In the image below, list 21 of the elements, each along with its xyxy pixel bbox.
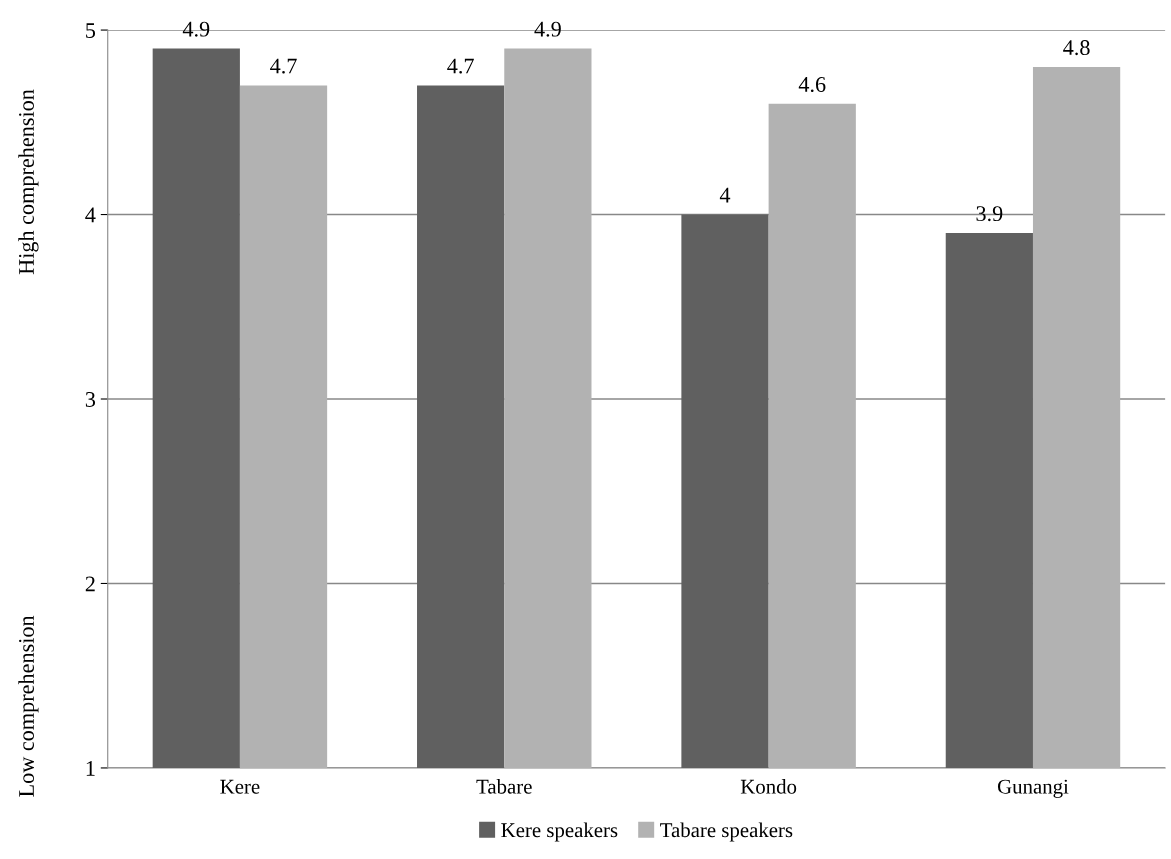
y-tick-label: 5 — [86, 23, 96, 38]
x-tick-label: Kere — [220, 779, 260, 794]
text: High comprehension — [18, 89, 39, 275]
x-tick-label: Gunangi — [997, 779, 1069, 798]
y-tick-label: 3 — [85, 392, 96, 407]
data-label: 4 — [719, 187, 731, 203]
data-label: 4.7 — [270, 58, 297, 74]
data-label: 4.8 — [1063, 40, 1090, 56]
legend-label: Tabare speakers — [660, 822, 793, 842]
data-label: 4.7 — [447, 58, 474, 74]
data-label: 3.9 — [976, 206, 1003, 222]
data-label: 4.9 — [182, 21, 210, 37]
x-tick-label: Kondo — [740, 779, 797, 794]
text: Low comprehension — [18, 615, 39, 797]
legend-label: Kere speakers — [501, 822, 618, 842]
data-label: 4.6 — [798, 77, 826, 93]
x-tick-label: Tabare — [476, 779, 532, 794]
y-tick-label: 1 — [86, 760, 95, 776]
y-tick-label: 2 — [85, 576, 95, 592]
data-label: 4.9 — [534, 21, 561, 37]
y-tick-label: 4 — [85, 207, 96, 223]
